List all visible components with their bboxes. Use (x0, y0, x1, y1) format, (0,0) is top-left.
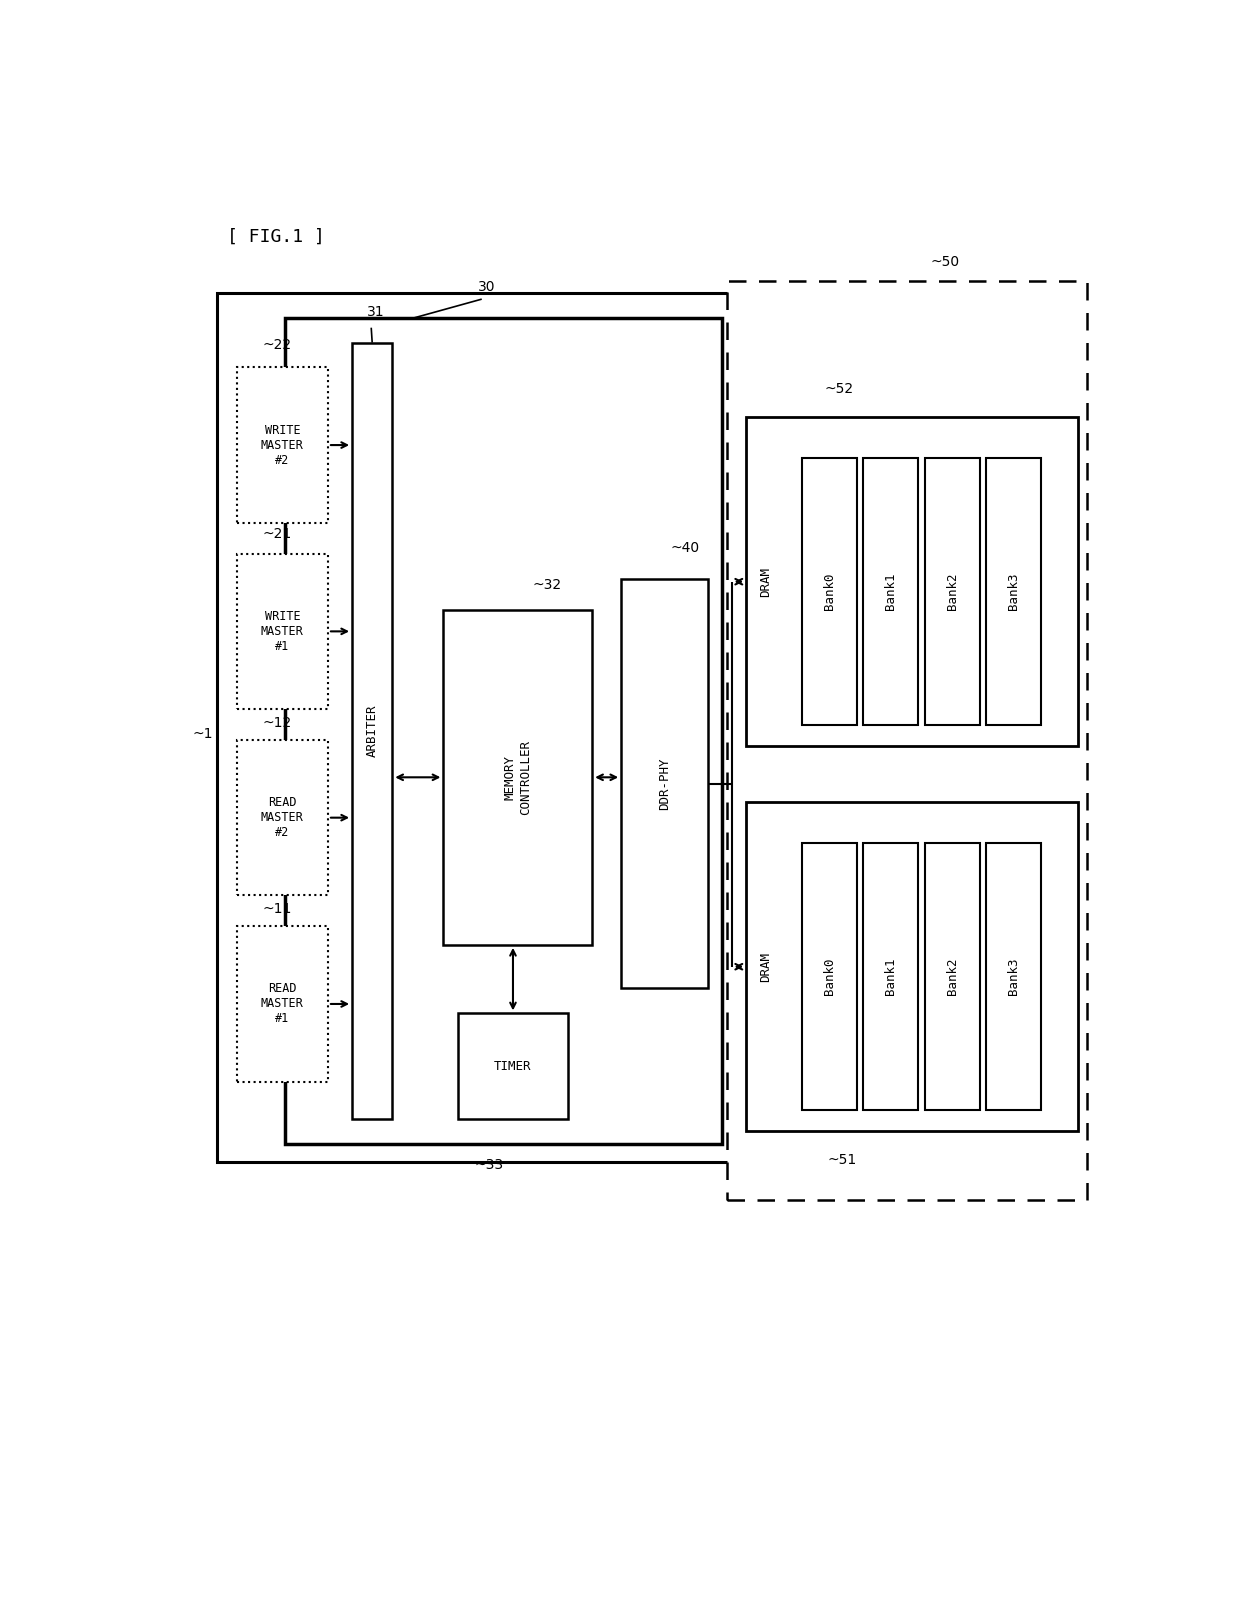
Text: 31: 31 (367, 305, 384, 318)
Text: WRITE
MASTER
#1: WRITE MASTER #1 (260, 610, 304, 653)
Text: Bank0: Bank0 (822, 573, 836, 610)
Text: 30: 30 (477, 279, 495, 294)
Bar (237, 740, 327, 895)
Text: ~21: ~21 (263, 527, 291, 540)
Text: ~33: ~33 (475, 1158, 503, 1171)
Bar (458, 1013, 568, 1119)
Text: Bank1: Bank1 (884, 958, 898, 995)
Text: Bank2: Bank2 (946, 573, 959, 610)
Bar (986, 844, 1042, 1110)
Text: Bank2: Bank2 (946, 958, 959, 995)
Text: ARBITER: ARBITER (366, 705, 378, 756)
Bar (863, 844, 918, 1110)
Text: ~51: ~51 (827, 1153, 857, 1166)
Bar (925, 844, 980, 1110)
Text: DRAM: DRAM (759, 952, 771, 982)
Bar (802, 458, 857, 726)
Bar (727, 281, 1087, 1200)
Bar (237, 926, 327, 1082)
Text: ~11: ~11 (263, 902, 291, 916)
Text: TIMER: TIMER (495, 1060, 532, 1073)
Text: Bank3: Bank3 (1007, 573, 1021, 610)
Bar (217, 294, 732, 1163)
Text: ~12: ~12 (263, 716, 291, 729)
Bar (746, 802, 1078, 1131)
Bar (863, 458, 918, 726)
Text: Bank0: Bank0 (822, 958, 836, 995)
Bar (746, 418, 1078, 747)
Bar (352, 342, 392, 1119)
Bar (285, 318, 722, 1144)
Bar (444, 610, 593, 945)
Bar (237, 368, 327, 523)
Text: DRAM: DRAM (759, 568, 771, 597)
Text: ~32: ~32 (532, 577, 562, 592)
Text: MEMORY
CONTROLLER: MEMORY CONTROLLER (503, 740, 532, 815)
Text: WRITE
MASTER
#2: WRITE MASTER #2 (260, 424, 304, 466)
Bar (802, 844, 857, 1110)
Text: [ FIG.1 ]: [ FIG.1 ] (227, 227, 325, 247)
Text: ~1: ~1 (192, 727, 213, 740)
Text: ~50: ~50 (930, 255, 960, 269)
Bar (925, 458, 980, 726)
Text: Bank1: Bank1 (884, 573, 898, 610)
Text: ~40: ~40 (671, 540, 701, 555)
Bar (986, 458, 1042, 726)
Text: READ
MASTER
#2: READ MASTER #2 (260, 797, 304, 839)
Text: ~52: ~52 (825, 382, 854, 395)
Text: READ
MASTER
#1: READ MASTER #1 (260, 982, 304, 1026)
Text: DDR-PHY: DDR-PHY (658, 756, 671, 810)
Text: Bank3: Bank3 (1007, 958, 1021, 995)
Text: ~22: ~22 (263, 339, 291, 352)
Bar (237, 553, 327, 710)
Bar (621, 579, 708, 989)
